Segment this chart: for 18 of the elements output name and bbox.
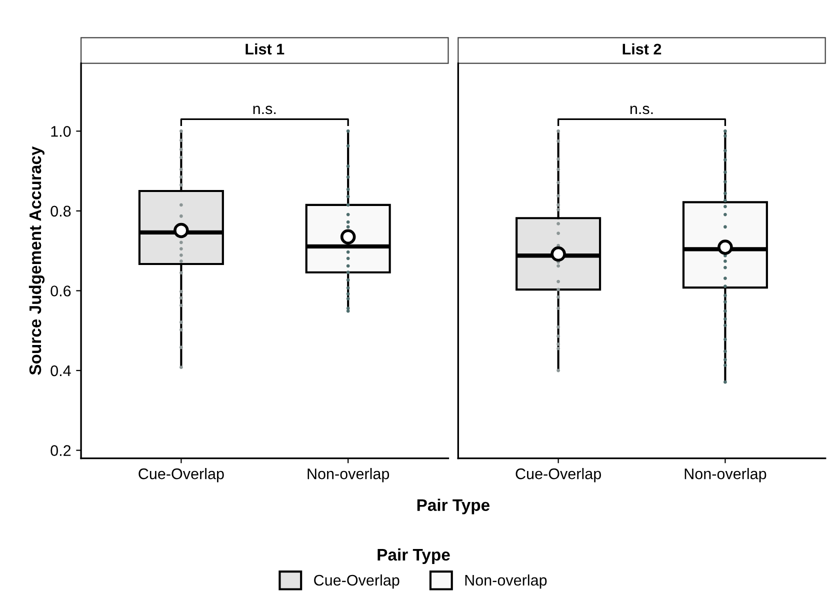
legend-title: Pair Type [378,548,450,564]
y-tick-label: 0.6 [50,286,71,296]
x-tick-label: Cue-Overlap [138,468,224,482]
x-tick-label: Non-overlap [684,468,766,482]
x-tick-label: Non-overlap [308,468,390,482]
y-tick-label: 0.4 [50,365,71,376]
chart-title: List 2 [622,43,662,55]
x-tick-label: Cue-Overlap [516,468,601,482]
y-axis-title: Source Judgement Accuracy [28,146,45,375]
chart-title: List 1 [246,43,284,55]
annotation: n.s. [253,106,276,114]
x-axis-title: Pair Type [417,498,490,514]
legend-label: Cue-Overlap [314,574,400,589]
y-tick-label: 0.2 [50,445,71,456]
legend-label: Non-overlap [465,574,547,589]
annotation: n.s. [630,106,653,114]
y-tick-label: 0.8 [50,206,71,217]
y-tick-label: 1.0 [51,126,71,137]
